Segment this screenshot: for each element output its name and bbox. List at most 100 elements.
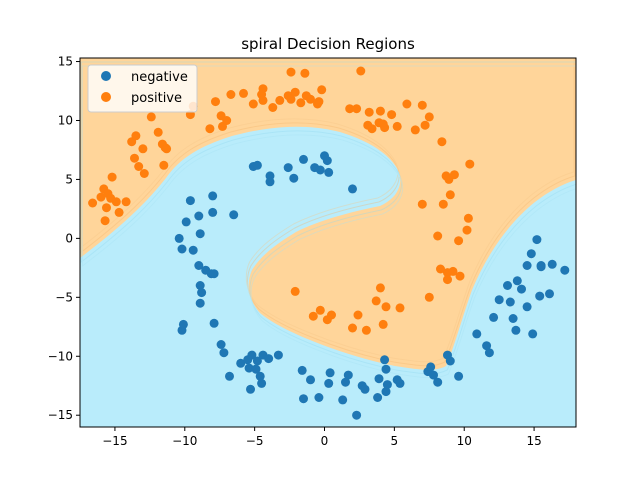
point-negative bbox=[482, 341, 492, 351]
point-positive bbox=[153, 127, 163, 137]
point-negative bbox=[343, 370, 353, 380]
point-negative bbox=[545, 289, 554, 299]
point-positive bbox=[286, 67, 296, 77]
point-negative bbox=[236, 358, 246, 368]
x-tick-label: 5 bbox=[391, 434, 399, 448]
point-positive bbox=[361, 325, 371, 335]
point-positive bbox=[211, 97, 220, 107]
point-negative bbox=[255, 371, 265, 381]
point-positive bbox=[114, 207, 124, 217]
region-positive bbox=[80, 58, 576, 370]
point-negative bbox=[188, 245, 198, 255]
point-positive bbox=[226, 90, 236, 99]
point-positive bbox=[317, 85, 327, 95]
point-positive bbox=[130, 153, 139, 163]
point-negative bbox=[381, 387, 391, 397]
point-negative bbox=[505, 297, 515, 307]
point-positive bbox=[258, 95, 268, 105]
point-positive bbox=[296, 98, 306, 108]
point-positive bbox=[443, 275, 452, 285]
point-negative bbox=[264, 354, 274, 364]
point-positive bbox=[433, 231, 443, 241]
point-negative bbox=[360, 384, 370, 394]
point-negative bbox=[373, 393, 383, 402]
point-negative bbox=[508, 314, 518, 323]
legend: negative positive bbox=[87, 64, 198, 113]
point-positive bbox=[380, 123, 390, 133]
point-positive bbox=[367, 124, 377, 134]
point-positive bbox=[248, 99, 258, 109]
point-negative bbox=[522, 302, 532, 312]
point-negative bbox=[208, 191, 218, 201]
x-tick-label: 15 bbox=[526, 434, 541, 448]
point-negative bbox=[181, 217, 191, 227]
x-tick-label: −5 bbox=[246, 434, 264, 448]
point-positive bbox=[381, 302, 391, 312]
point-negative bbox=[283, 163, 293, 173]
point-negative bbox=[511, 325, 521, 335]
point-positive bbox=[134, 162, 144, 171]
point-positive bbox=[100, 216, 110, 226]
point-positive bbox=[88, 198, 98, 208]
point-negative bbox=[528, 329, 538, 339]
point-positive bbox=[387, 110, 397, 120]
point-positive bbox=[348, 323, 357, 333]
legend-marker-negative bbox=[101, 71, 111, 81]
point-negative bbox=[324, 167, 334, 177]
point-negative bbox=[252, 160, 262, 170]
y-tick-label: 5 bbox=[65, 172, 73, 186]
point-positive bbox=[286, 94, 296, 104]
point-negative bbox=[560, 265, 570, 275]
point-positive bbox=[449, 170, 459, 180]
point-negative bbox=[177, 244, 187, 254]
point-positive bbox=[159, 160, 169, 170]
legend-marker-positive bbox=[101, 92, 111, 102]
point-positive bbox=[314, 97, 324, 107]
y-tick-label: 0 bbox=[65, 231, 73, 245]
point-positive bbox=[290, 87, 300, 97]
point-negative bbox=[547, 259, 557, 269]
point-positive bbox=[146, 112, 156, 122]
point-negative bbox=[197, 288, 207, 298]
point-positive bbox=[139, 169, 149, 178]
point-negative bbox=[244, 363, 254, 373]
point-negative bbox=[426, 362, 436, 372]
point-negative bbox=[251, 364, 261, 374]
point-positive bbox=[438, 199, 448, 209]
point-negative bbox=[289, 173, 299, 183]
point-negative bbox=[454, 371, 464, 381]
x-tick-label: −15 bbox=[102, 434, 127, 448]
point-positive bbox=[275, 95, 285, 105]
point-negative bbox=[299, 394, 308, 404]
point-positive bbox=[364, 107, 374, 117]
legend-label-positive: positive bbox=[131, 91, 182, 106]
y-tick-label: 15 bbox=[58, 55, 73, 69]
point-negative bbox=[208, 207, 218, 217]
region-contour-line bbox=[81, 65, 576, 379]
point-positive bbox=[445, 190, 455, 200]
point-negative bbox=[265, 177, 275, 187]
point-negative bbox=[216, 340, 226, 349]
point-positive bbox=[353, 310, 363, 320]
point-negative bbox=[382, 380, 392, 390]
point-negative bbox=[517, 284, 526, 294]
point-negative bbox=[195, 229, 205, 239]
y-tick-label: −10 bbox=[48, 349, 73, 363]
point-positive bbox=[121, 197, 131, 207]
region-contour-line bbox=[80, 58, 575, 363]
region-contour-line bbox=[80, 58, 576, 367]
point-positive bbox=[392, 121, 402, 131]
point-positive bbox=[410, 125, 420, 135]
point-positive bbox=[417, 100, 427, 110]
point-negative bbox=[252, 356, 262, 366]
point-positive bbox=[465, 159, 475, 169]
point-negative bbox=[381, 364, 391, 374]
point-positive bbox=[402, 99, 412, 109]
chart-title: spiral Decision Regions bbox=[241, 35, 415, 53]
point-positive bbox=[300, 68, 310, 78]
y-tick-label: −15 bbox=[48, 408, 73, 422]
point-positive bbox=[268, 103, 278, 112]
point-positive bbox=[138, 144, 148, 154]
point-positive bbox=[454, 236, 464, 246]
